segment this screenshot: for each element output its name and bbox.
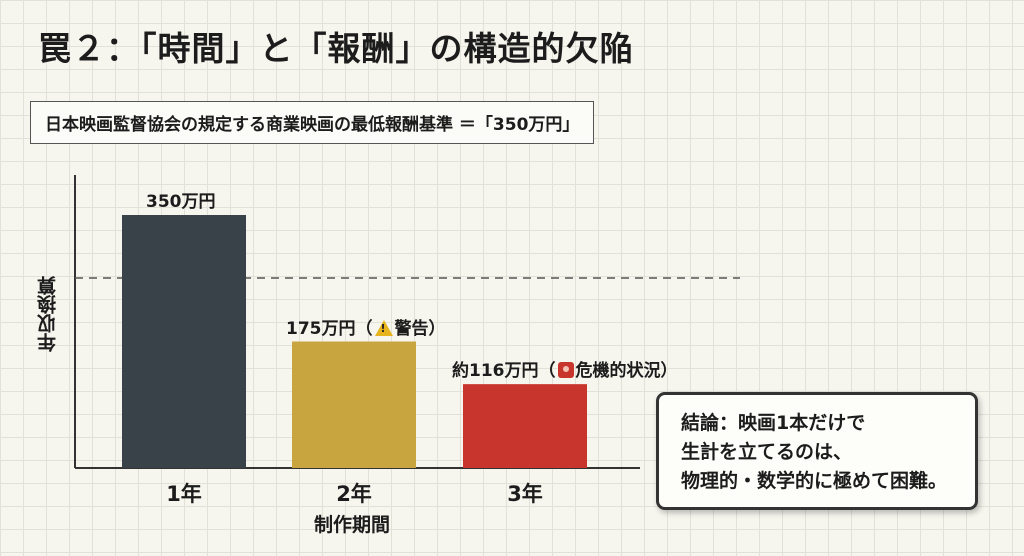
bar-value-label-2-suffix: 警告） — [394, 318, 446, 339]
bar-value-label-1: 350万円 — [146, 187, 216, 212]
bar-value-label-3-text: 約116万円（ — [452, 361, 556, 382]
bar-value-label-2-text: 175万円（ — [286, 318, 373, 339]
alert-icon — [557, 362, 574, 379]
x-axis-label: 制作期間 — [313, 514, 391, 536]
x-tick-label-2: 2年 — [336, 482, 372, 506]
bar-value-label-3-suffix: 危機的状況） — [575, 361, 678, 382]
conclusion-line-3: 物理的・数学的に極めて困難。 — [681, 470, 948, 492]
warning-icon — [374, 319, 393, 336]
y-axis-label: 年収換算 — [37, 276, 59, 352]
x-tick-label-1: 1年 — [166, 482, 202, 506]
x-tick-label-3: 3年 — [507, 482, 543, 506]
conclusion-line-2: 生計を立てるのは、 — [681, 441, 853, 463]
conclusion-line-1: 結論：映画1本だけで — [681, 412, 866, 434]
conclusion-box: 結論：映画1本だけで 生計を立てるのは、 物理的・数学的に極めて困難。 — [656, 392, 978, 510]
subtitle-box: 日本映画監督協会の規定する商業映画の最低報酬基準 ＝「350万円」 — [30, 101, 595, 144]
bar-1 — [122, 215, 246, 468]
bar-value-label-1-text: 350万円 — [146, 192, 216, 212]
bar-value-label-3: 約116万円（ 危機的状況） — [452, 356, 678, 381]
bar-3 — [463, 384, 587, 468]
bar-value-label-2: 175万円（ 警告） — [286, 314, 446, 339]
bar-2 — [292, 341, 416, 468]
page-title: 罠２：「時間」と「報酬」の構造的欠陥 — [38, 29, 634, 68]
